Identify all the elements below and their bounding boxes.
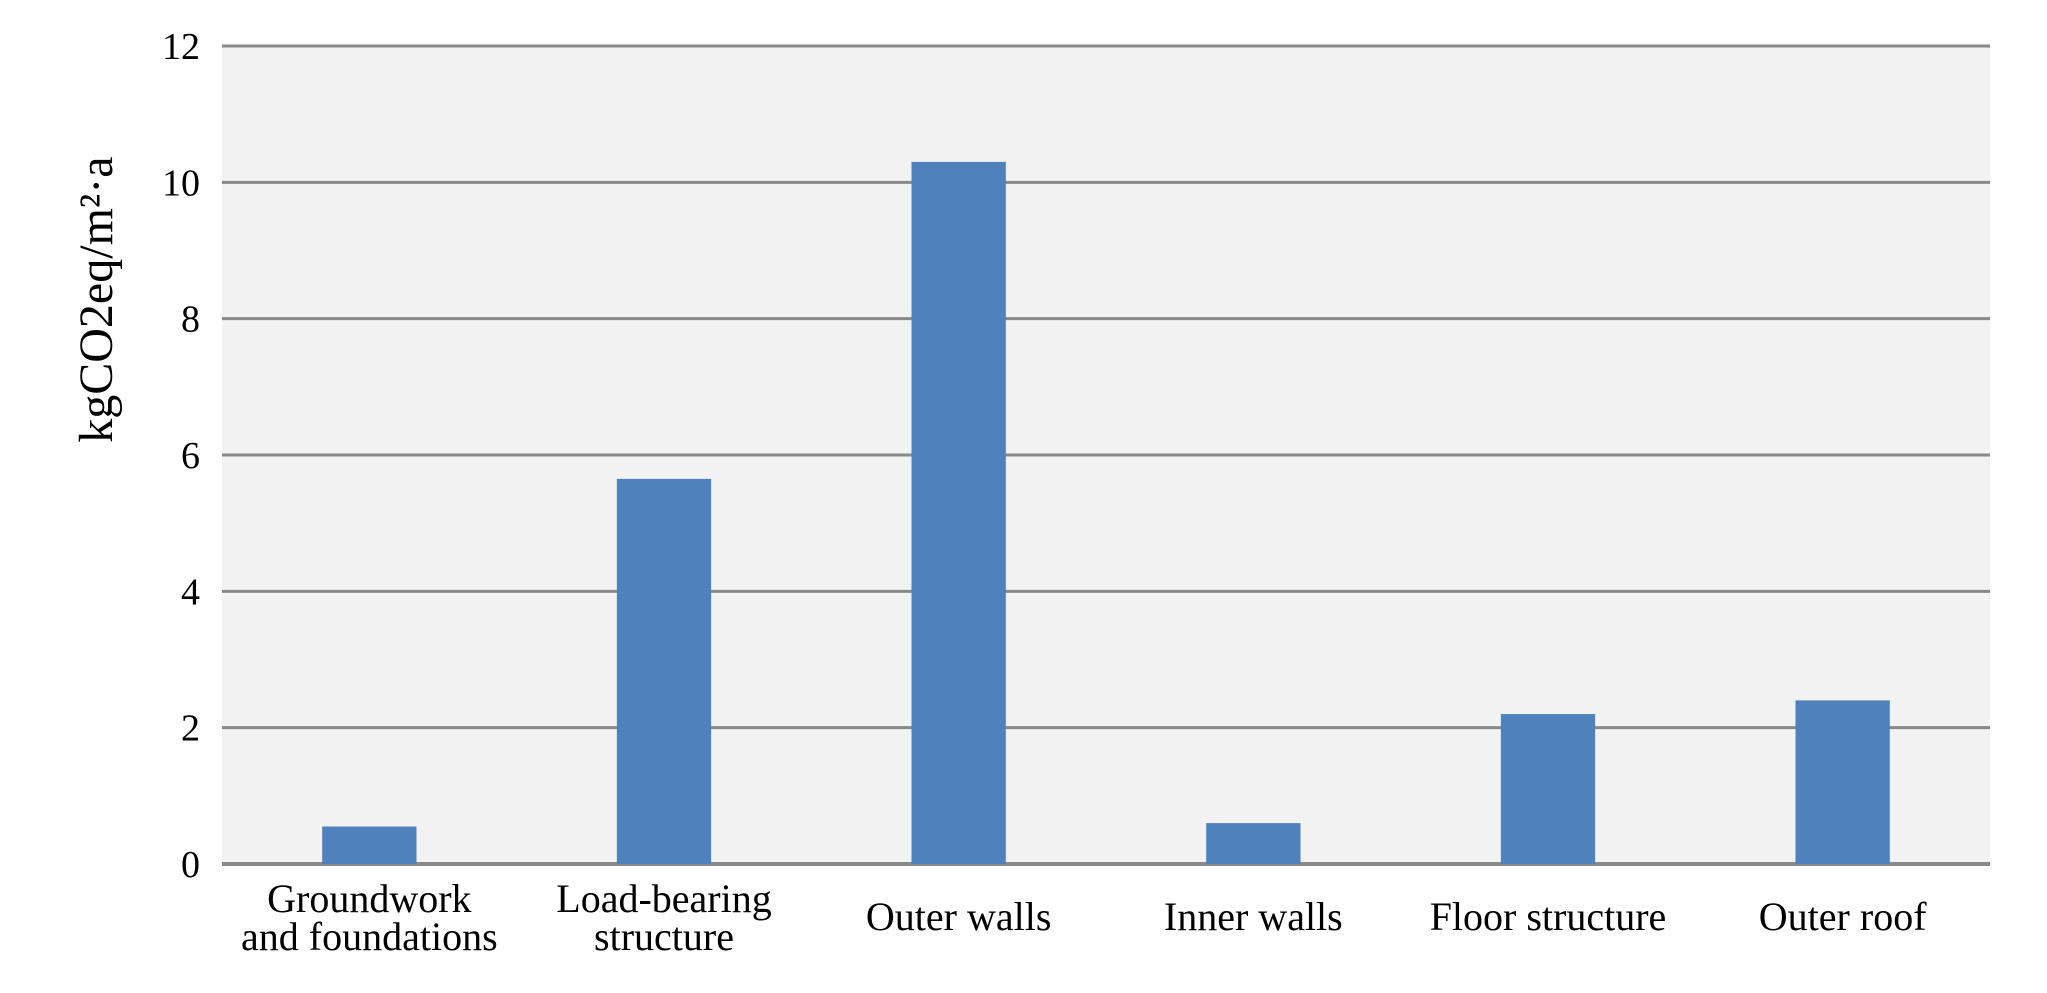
bar	[322, 826, 417, 864]
y-tick-label: 4	[181, 571, 200, 613]
x-category-label: Outer walls	[866, 894, 1052, 939]
y-axis-title: kgCO2eq/m²·a	[70, 156, 123, 442]
x-category-label: Outer roof	[1759, 894, 1927, 939]
bar	[911, 161, 1006, 865]
bars	[322, 161, 1890, 865]
y-tick-label: 10	[162, 162, 200, 204]
y-tick-label: 2	[181, 708, 200, 750]
bar	[1795, 700, 1890, 864]
bar	[1206, 823, 1301, 864]
x-category-label: Floor structure	[1430, 894, 1667, 939]
bar	[1500, 714, 1596, 864]
x-category-label: Inner walls	[1164, 894, 1343, 939]
x-category-labels: Groundwork and foundations Load-bearing str…	[241, 876, 1927, 959]
x-category-label: Groundwork and foundations	[241, 876, 498, 959]
y-tick-label: 8	[181, 299, 200, 341]
y-tick-label: 6	[181, 435, 200, 477]
gridlines	[222, 44, 1990, 866]
x-category-label: Load-bearing structure	[556, 876, 771, 959]
y-tick-label: 12	[162, 26, 200, 68]
y-tick-label: 0	[181, 844, 200, 886]
y-tick-labels: 0 2 4 6 8 10 12	[162, 26, 200, 886]
bar	[616, 478, 712, 864]
